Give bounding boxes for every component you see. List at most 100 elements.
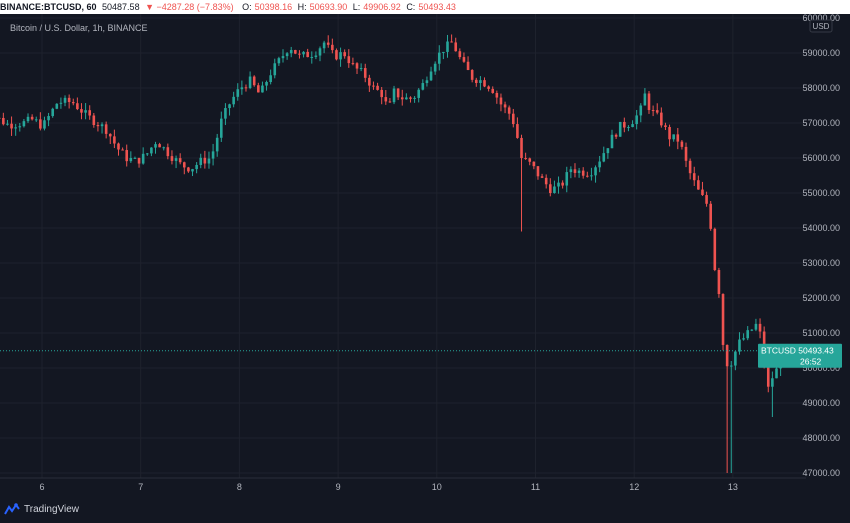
candle-body-up bbox=[590, 175, 593, 176]
candle-body-up bbox=[738, 340, 741, 352]
candle-body-up bbox=[553, 187, 556, 194]
open-label: O: bbox=[242, 2, 252, 12]
candle-body-up bbox=[47, 116, 50, 120]
candle-body-down bbox=[298, 54, 301, 55]
candle-body-down bbox=[31, 117, 34, 120]
candle-body-up bbox=[14, 127, 17, 128]
candle-body-up bbox=[273, 63, 276, 75]
symbol-label[interactable]: BINANCE:BTCUSD, 60 bbox=[0, 2, 97, 12]
candle-body-down bbox=[183, 162, 186, 167]
candle-body-up bbox=[594, 167, 597, 175]
candle-body-down bbox=[397, 89, 400, 98]
candle-body-down bbox=[450, 41, 453, 42]
candle-body-up bbox=[134, 158, 137, 159]
candle-body-down bbox=[648, 93, 651, 110]
candle-body-down bbox=[171, 156, 174, 161]
candle-body-up bbox=[479, 80, 482, 83]
candle-body-up bbox=[18, 126, 21, 127]
candle-body-up bbox=[228, 104, 231, 108]
candle-body-up bbox=[241, 87, 244, 89]
price-chart[interactable]: 60000.00 59000.00 58000.00 57000.00 56000.00… bbox=[0, 14, 850, 497]
candle-body-down bbox=[463, 57, 466, 62]
open-value: 50398.16 bbox=[255, 2, 293, 12]
time-tick-label: 12 bbox=[629, 482, 639, 492]
candle-body-up bbox=[434, 64, 437, 72]
candle-body-up bbox=[627, 127, 630, 128]
candle-body-up bbox=[602, 153, 605, 161]
candle-body-down bbox=[343, 52, 346, 56]
tradingview-icon bbox=[4, 503, 20, 515]
high-value: 50693.90 bbox=[310, 2, 348, 12]
candle-body-up bbox=[393, 89, 396, 103]
price-tick-label: 55000.00 bbox=[802, 188, 840, 198]
candle-body-up bbox=[146, 153, 149, 154]
candle-body-down bbox=[574, 169, 577, 173]
price-tick-label: 49000.00 bbox=[802, 398, 840, 408]
candle-body-up bbox=[619, 122, 622, 137]
candle-body-up bbox=[417, 90, 420, 98]
price-tick-label: 54000.00 bbox=[802, 223, 840, 233]
candle-body-down bbox=[204, 158, 207, 164]
candle-body-up bbox=[438, 53, 441, 64]
candle-body-down bbox=[676, 134, 679, 141]
candle-body-up bbox=[315, 56, 318, 57]
candle-body-down bbox=[138, 158, 141, 164]
candle-body-down bbox=[471, 70, 474, 80]
candle-body-down bbox=[722, 294, 725, 345]
candle-body-up bbox=[208, 159, 211, 164]
candle-body-down bbox=[487, 86, 490, 88]
candle-body-down bbox=[158, 144, 161, 147]
candle-body-down bbox=[496, 93, 499, 98]
candle-body-down bbox=[709, 204, 712, 229]
candle-body-up bbox=[570, 169, 573, 172]
candle-body-up bbox=[734, 352, 737, 366]
candle-body-up bbox=[339, 52, 342, 59]
candle-body-down bbox=[693, 173, 696, 180]
candle-body-up bbox=[607, 148, 610, 153]
candle-body-up bbox=[51, 109, 54, 116]
candle-body-up bbox=[278, 58, 281, 63]
tradingview-logo[interactable]: TradingView bbox=[4, 503, 79, 515]
candle-body-down bbox=[714, 229, 717, 270]
time-tick-label: 13 bbox=[728, 482, 738, 492]
candle-body-down bbox=[327, 43, 330, 45]
candle-body-down bbox=[705, 195, 708, 204]
candle-body-down bbox=[109, 134, 112, 136]
candle-body-up bbox=[220, 119, 223, 138]
chart-legend: Bitcoin / U.S. Dollar, 1h, BINANCE bbox=[10, 23, 148, 33]
candle-body-up bbox=[422, 83, 425, 90]
candle-body-up bbox=[175, 158, 178, 161]
price-tick-label: 56000.00 bbox=[802, 153, 840, 163]
candle-body-up bbox=[43, 120, 46, 128]
candle-body-down bbox=[718, 270, 721, 294]
candle-body-up bbox=[446, 41, 449, 51]
time-tick-label: 6 bbox=[39, 482, 44, 492]
candle-body-down bbox=[113, 136, 116, 143]
candle-body-down bbox=[10, 124, 13, 129]
candle-body-down bbox=[364, 68, 367, 78]
candle-body-down bbox=[623, 122, 626, 128]
time-tick-label: 8 bbox=[237, 482, 242, 492]
candle-body-up bbox=[286, 53, 289, 56]
candle-body-up bbox=[261, 86, 264, 93]
candle-body-up bbox=[35, 119, 38, 120]
candle-body-up bbox=[84, 110, 87, 112]
candle-body-down bbox=[356, 63, 359, 68]
candle-body-up bbox=[23, 121, 26, 126]
candle-body-down bbox=[331, 45, 334, 50]
low-label: L: bbox=[353, 2, 361, 12]
candle-body-down bbox=[335, 50, 338, 59]
close-value: 50493.43 bbox=[418, 2, 456, 12]
candle-body-up bbox=[212, 151, 215, 158]
candle-body-down bbox=[685, 147, 688, 161]
candle-body-down bbox=[389, 101, 392, 102]
candle-body-down bbox=[97, 125, 100, 126]
candle-body-down bbox=[117, 144, 120, 150]
candle-body-down bbox=[660, 113, 663, 126]
candle-body-down bbox=[72, 102, 75, 103]
candle-body-down bbox=[500, 98, 503, 105]
price-tag-symbol: BTCUSD 50493.43 bbox=[761, 346, 834, 356]
candle-body-up bbox=[775, 368, 778, 378]
candle-body-up bbox=[323, 43, 326, 49]
